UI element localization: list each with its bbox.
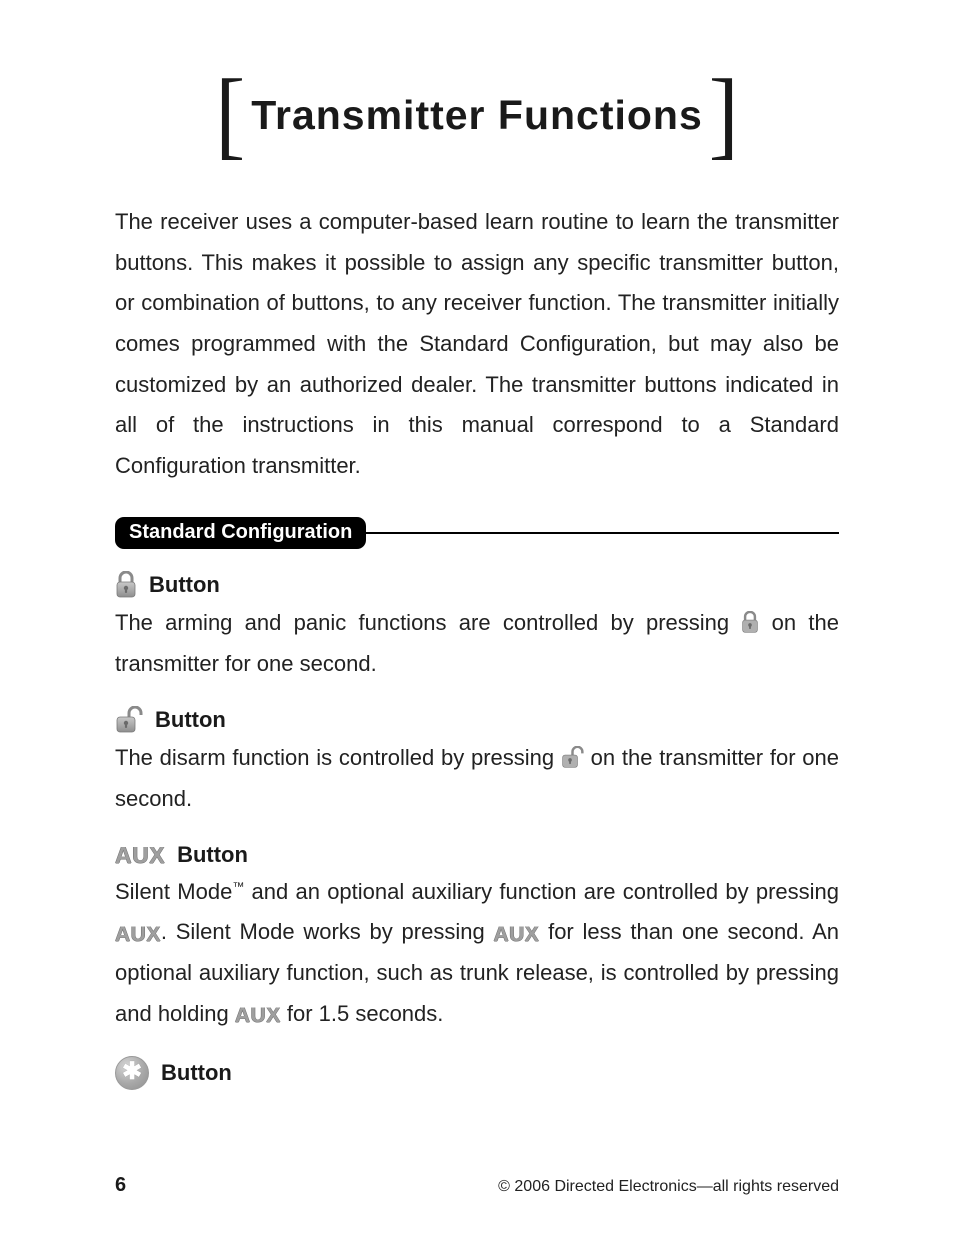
- trademark-symbol: ™: [232, 879, 244, 893]
- aux-body: Silent Mode™ and an optional auxiliary f…: [115, 872, 839, 1035]
- lock-icon: [115, 571, 137, 599]
- aux-icon-inline-1: AUX: [115, 924, 161, 945]
- page-footer: 6 © 2006 Directed Electronics—all rights…: [115, 1174, 839, 1197]
- bracket-right-icon: ]: [709, 66, 739, 165]
- star-heading: ✱ Button: [115, 1056, 839, 1090]
- unlock-icon-inline: [561, 746, 584, 769]
- page-number: 6: [115, 1174, 126, 1197]
- aux-icon: AUX: [115, 844, 165, 867]
- page-title-wrap: [ Transmitter Functions ]: [115, 70, 839, 160]
- unlock-icon: [115, 706, 143, 734]
- unlock-body-pre: The disarm function is controlled by pre…: [115, 745, 561, 770]
- lock-heading: Button: [115, 571, 839, 599]
- intro-paragraph: The receiver uses a computer-based learn…: [115, 202, 839, 487]
- aux-subsection: AUX Button Silent Mode™ and an optional …: [115, 842, 839, 1035]
- unlock-label: Button: [155, 707, 226, 733]
- section-heading: Standard Configuration: [115, 517, 839, 549]
- aux-icon-inline-3: AUX: [235, 1005, 281, 1026]
- copyright-text: © 2006 Directed Electronics—all rights r…: [498, 1178, 839, 1196]
- page-title: Transmitter Functions: [245, 92, 709, 139]
- unlock-body: The disarm function is controlled by pre…: [115, 738, 839, 819]
- aux-body-after1: . Silent Mode works by pressing: [161, 919, 494, 944]
- section-pill: Standard Configuration: [115, 517, 366, 549]
- lock-subsection: Button The arming and panic functions ar…: [115, 571, 839, 684]
- lock-body-pre: The arming and panic functions are contr…: [115, 610, 741, 635]
- section-rule: [364, 532, 839, 534]
- aux-body-mid: and an optional auxiliary function are c…: [244, 879, 839, 904]
- manual-page: [ Transmitter Functions ] The receiver u…: [0, 0, 954, 1235]
- aux-body-pre: Silent Mode: [115, 879, 232, 904]
- star-label: Button: [161, 1060, 232, 1086]
- unlock-subsection: Button The disarm function is controlled…: [115, 706, 839, 819]
- lock-label: Button: [149, 572, 220, 598]
- lock-icon-inline: [741, 611, 759, 634]
- lock-body: The arming and panic functions are contr…: [115, 603, 839, 684]
- aux-icon-inline-2: AUX: [493, 924, 539, 945]
- aux-label: Button: [177, 842, 248, 868]
- bracket-left-icon: [: [215, 66, 245, 165]
- star-subsection: ✱ Button: [115, 1056, 839, 1090]
- unlock-heading: Button: [115, 706, 839, 734]
- aux-body-after3: for 1.5 seconds.: [281, 1001, 444, 1026]
- aux-heading: AUX Button: [115, 842, 839, 868]
- star-icon: ✱: [115, 1056, 149, 1090]
